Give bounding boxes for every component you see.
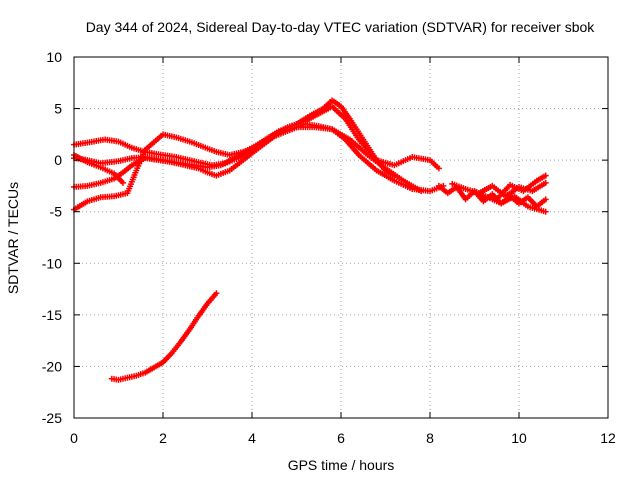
series-track-9 bbox=[471, 188, 549, 215]
data-point bbox=[542, 208, 549, 215]
y-tick-label: -25 bbox=[42, 410, 62, 426]
grid bbox=[74, 57, 608, 418]
series-track-4 bbox=[71, 124, 425, 213]
data-point bbox=[542, 172, 549, 179]
series-track-5 bbox=[71, 151, 126, 186]
y-tick-label: 5 bbox=[54, 101, 62, 117]
data-series bbox=[71, 97, 549, 383]
x-axis-label: GPS time / hours bbox=[288, 457, 395, 473]
data-point bbox=[542, 196, 549, 203]
data-point bbox=[213, 290, 220, 297]
y-tick-label: 0 bbox=[54, 152, 62, 168]
y-tick-label: -15 bbox=[42, 307, 62, 323]
series-track-10 bbox=[108, 290, 220, 383]
data-point bbox=[418, 188, 425, 195]
x-tick-label: 4 bbox=[248, 430, 256, 446]
y-tick-label: -5 bbox=[50, 204, 63, 220]
x-tick-label: 2 bbox=[159, 430, 167, 446]
y-tick-label: -10 bbox=[42, 255, 62, 271]
y-tick-label: 10 bbox=[46, 49, 62, 65]
data-point bbox=[435, 165, 442, 172]
x-tick-label: 0 bbox=[70, 430, 78, 446]
chart-title: Day 344 of 2024, Sidereal Day-to-day VTE… bbox=[86, 19, 596, 35]
series-track-2 bbox=[71, 103, 442, 172]
y-tick-label: -20 bbox=[42, 358, 62, 374]
x-tick-label: 6 bbox=[337, 430, 345, 446]
data-point bbox=[119, 179, 126, 186]
series-track-8 bbox=[480, 172, 549, 203]
x-tick-label: 8 bbox=[426, 430, 434, 446]
data-point bbox=[542, 179, 549, 186]
x-tick-label: 10 bbox=[511, 430, 527, 446]
axis-ticks: 0 2 4 6 8 10 12 10 5 0 -5 -10 -15 -20 -25 bbox=[42, 49, 616, 446]
x-tick-label: 12 bbox=[600, 430, 616, 446]
y-axis-label: SDTVAR / TECUs bbox=[5, 182, 21, 294]
